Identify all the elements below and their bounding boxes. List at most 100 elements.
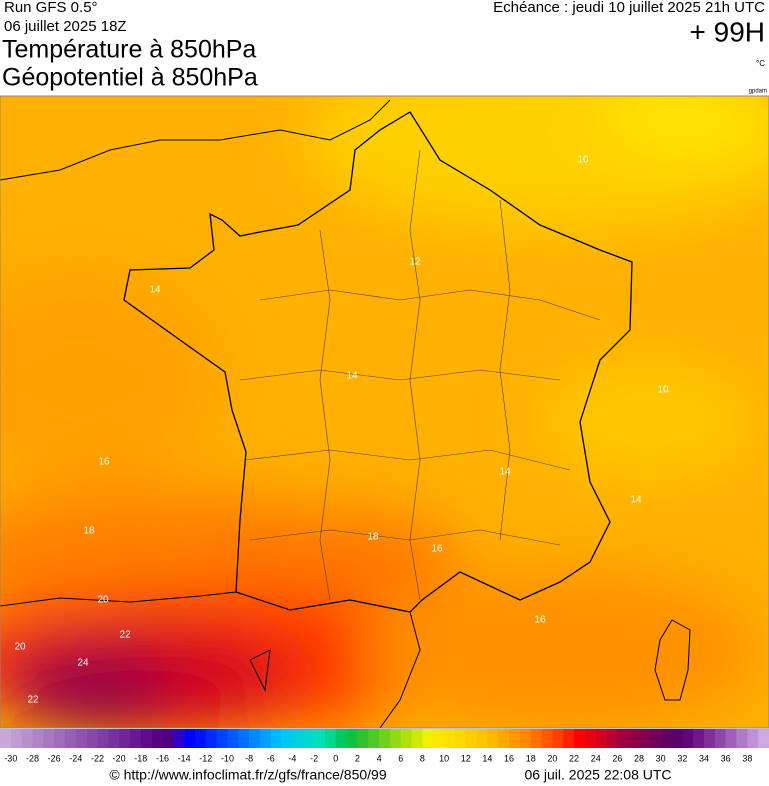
contour-label: 14 (499, 467, 511, 478)
contour-label: 10 (657, 385, 669, 396)
colorbar-cell (454, 729, 467, 748)
colorbar-cell (227, 729, 239, 748)
temperature-field (0, 96, 769, 728)
colorbar-cell (173, 729, 185, 748)
colorbar-cell (32, 729, 44, 748)
echeance: Echéance : jeudi 10 juillet 2025 21h UTC (493, 0, 765, 16)
colorbar-cell (714, 729, 726, 748)
colorbar-label: 20 (547, 753, 557, 763)
title-geopotential: Géopotentiel à 850hPa (2, 64, 258, 92)
colorbar-cell (0, 729, 12, 748)
colorbar-label: -24 (69, 753, 82, 763)
contour-label: 22 (27, 695, 39, 706)
colorbar-label: 24 (591, 753, 601, 763)
colorbar-cell (541, 729, 553, 748)
colorbar-cell (129, 729, 142, 748)
map-frame (0, 95, 769, 729)
colorbar-label: 30 (656, 753, 666, 763)
colorbar-cell (249, 729, 261, 748)
colorbar-label: -2 (310, 753, 318, 763)
colorbar-label: 2 (355, 753, 360, 763)
footer-url: © http://www.infoclimat.fr/z/gfs/france/… (109, 767, 386, 783)
coastlines (0, 99, 691, 728)
colorbar-cell (86, 729, 98, 748)
colorbar-cell (639, 729, 651, 748)
colorbar-cell (530, 729, 542, 748)
contour-label: 20 (14, 642, 26, 653)
contour-label: 12 (409, 257, 421, 268)
colorbar-cell (97, 729, 109, 748)
map: 10 12 14 14 10 16 14 14 18 18 16 16 20 22 20 24 22 (0, 96, 769, 728)
contour-label: 16 (534, 615, 546, 626)
contour-labels: 10 12 14 14 10 16 14 14 18 18 16 16 20 22 20 24 22 (14, 155, 669, 706)
colorbar-cell (357, 729, 369, 748)
colorbar-cell (314, 729, 326, 748)
colorbar-cell (389, 729, 402, 748)
colorbar-cell (335, 729, 347, 748)
colorbar-cell (21, 729, 33, 748)
colorbar-label: -10 (221, 753, 234, 763)
colorbar-label: -18 (134, 753, 147, 763)
colorbar-cell (292, 729, 304, 748)
colorbar-cell (498, 729, 510, 748)
colorbar-label: -6 (267, 753, 275, 763)
colorbar-label: 8 (420, 753, 425, 763)
colorbar-label: -4 (288, 753, 296, 763)
colorbar-cell (671, 729, 683, 748)
colorbar-cell (368, 729, 380, 748)
colorbar-cell (400, 729, 412, 748)
colorbar-cell (54, 729, 66, 748)
colorbar-cell (552, 729, 564, 748)
colorbar-cell (379, 729, 391, 748)
colorbar-cell (205, 729, 217, 748)
colorbar-label: 18 (526, 753, 536, 763)
colorbar-cell (693, 729, 705, 748)
contour-label: 22 (119, 630, 131, 641)
colorbar-label: 36 (721, 753, 731, 763)
colorbar-label: 4 (377, 753, 382, 763)
colorbar-cell (519, 729, 532, 748)
colorbar-cell (660, 729, 672, 748)
colorbar-cell (411, 729, 423, 748)
lead-time: + 99H (690, 16, 766, 47)
colorbar-cell (194, 729, 207, 748)
footer-timestamp: 06 juil. 2025 22:08 UTC (524, 767, 671, 783)
run-date: 06 juillet 2025 18Z (4, 18, 127, 35)
contour-label: 18 (367, 532, 379, 543)
colorbar-label: 12 (461, 753, 471, 763)
colorbar-cell (324, 729, 337, 748)
colorbar-cell (617, 729, 629, 748)
colorbar-cell (606, 729, 618, 748)
contour-label: 16 (98, 457, 110, 468)
colorbar-cell (736, 729, 748, 748)
colorbar-label: 16 (504, 753, 514, 763)
colorbar-label: -16 (156, 753, 169, 763)
unit: °C (756, 59, 765, 68)
contour-label: 16 (431, 544, 443, 555)
colorbar-cell (704, 729, 716, 748)
colorbar-label: 32 (677, 753, 687, 763)
colorbar-label: 26 (612, 753, 622, 763)
colorbar-cell (216, 729, 228, 748)
colorbar-label: -12 (199, 753, 212, 763)
colorbar-label: -20 (113, 753, 126, 763)
contour-label: 14 (630, 495, 642, 506)
colorbar-cell (628, 729, 640, 748)
colorbar-cell (563, 729, 575, 748)
colorbar-cell (238, 729, 250, 748)
colorbar-label: 28 (634, 753, 644, 763)
contour-label: 10 (577, 155, 589, 166)
colorbar-cell (747, 729, 759, 748)
colorbar-label: -14 (178, 753, 191, 763)
colorbar: -30 -28 -26 -24 -22 -20 -18 -16 -14 -12 -10 -8 -6 -4-… (0, 729, 769, 763)
colorbar-label: 10 (439, 753, 449, 763)
colorbar-cell (108, 729, 120, 748)
colorbar-cell (162, 729, 174, 748)
colorbar-cell (595, 729, 607, 748)
colorbar-cell (649, 729, 661, 748)
colorbar-cell (584, 729, 597, 748)
colorbar-cell (465, 729, 477, 748)
contour-label: 20 (97, 595, 109, 606)
colorbar-label: -30 (4, 753, 17, 763)
